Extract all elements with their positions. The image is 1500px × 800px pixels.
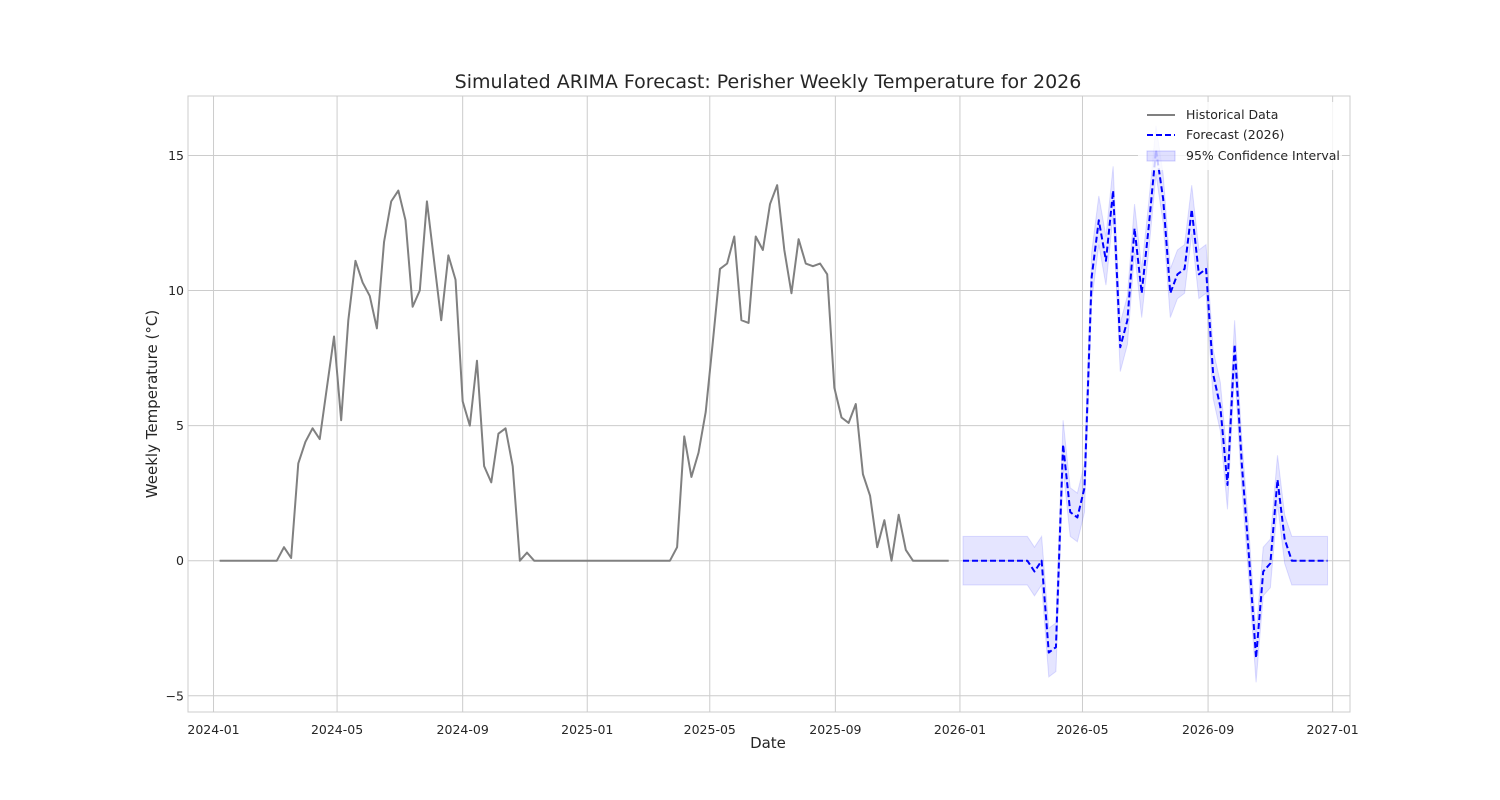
- legend-box: [1138, 102, 1342, 170]
- x-tick-label: 2026-09: [1182, 722, 1234, 737]
- plot-frame: [187, 95, 1351, 713]
- legend-historical-label: Historical Data: [1186, 107, 1278, 122]
- chart-title: Simulated ARIMA Forecast: Perisher Weekl…: [455, 71, 1082, 93]
- y-tick-label: 0: [176, 553, 184, 568]
- legend-forecast-label: Forecast (2026): [1186, 127, 1284, 142]
- y-tick-label: 10: [168, 283, 184, 298]
- x-tick-label: 2024-01: [187, 722, 239, 737]
- grid-lines: [188, 96, 1350, 712]
- legend-ci-label: 95% Confidence Interval: [1186, 148, 1340, 163]
- y-axis-ticks: −5 0 5 10 15: [166, 148, 184, 703]
- x-tick-label: 2027-01: [1307, 722, 1359, 737]
- x-tick-label: 2024-09: [437, 722, 489, 737]
- y-tick-label: 15: [168, 148, 184, 163]
- legend: Historical Data Forecast (2026) 95% Conf…: [1138, 102, 1342, 170]
- x-tick-label: 2026-01: [934, 722, 986, 737]
- x-tick-label: 2026-05: [1056, 722, 1108, 737]
- historical-data-line: [219, 184, 949, 562]
- confidence-band: [962, 125, 1329, 683]
- y-tick-label: −5: [166, 688, 184, 703]
- x-tick-label: 2025-09: [809, 722, 861, 737]
- x-tick-label: 2025-05: [684, 722, 736, 737]
- x-tick-label: 2024-05: [311, 722, 363, 737]
- x-tick-label: 2025-01: [561, 722, 613, 737]
- series-lines: [219, 149, 1328, 659]
- legend-ci-swatch: [1146, 150, 1176, 162]
- x-axis-title: Date: [750, 734, 786, 752]
- forecast-line: [963, 149, 1328, 659]
- y-tick-label: 5: [176, 418, 184, 433]
- confidence-interval-band: [962, 125, 1329, 683]
- y-axis-title: Weekly Temperature (°C): [143, 310, 161, 498]
- x-axis-ticks: 2024-01 2024-05 2024-09 2025-01 2025-05 2025-…: [187, 722, 1358, 737]
